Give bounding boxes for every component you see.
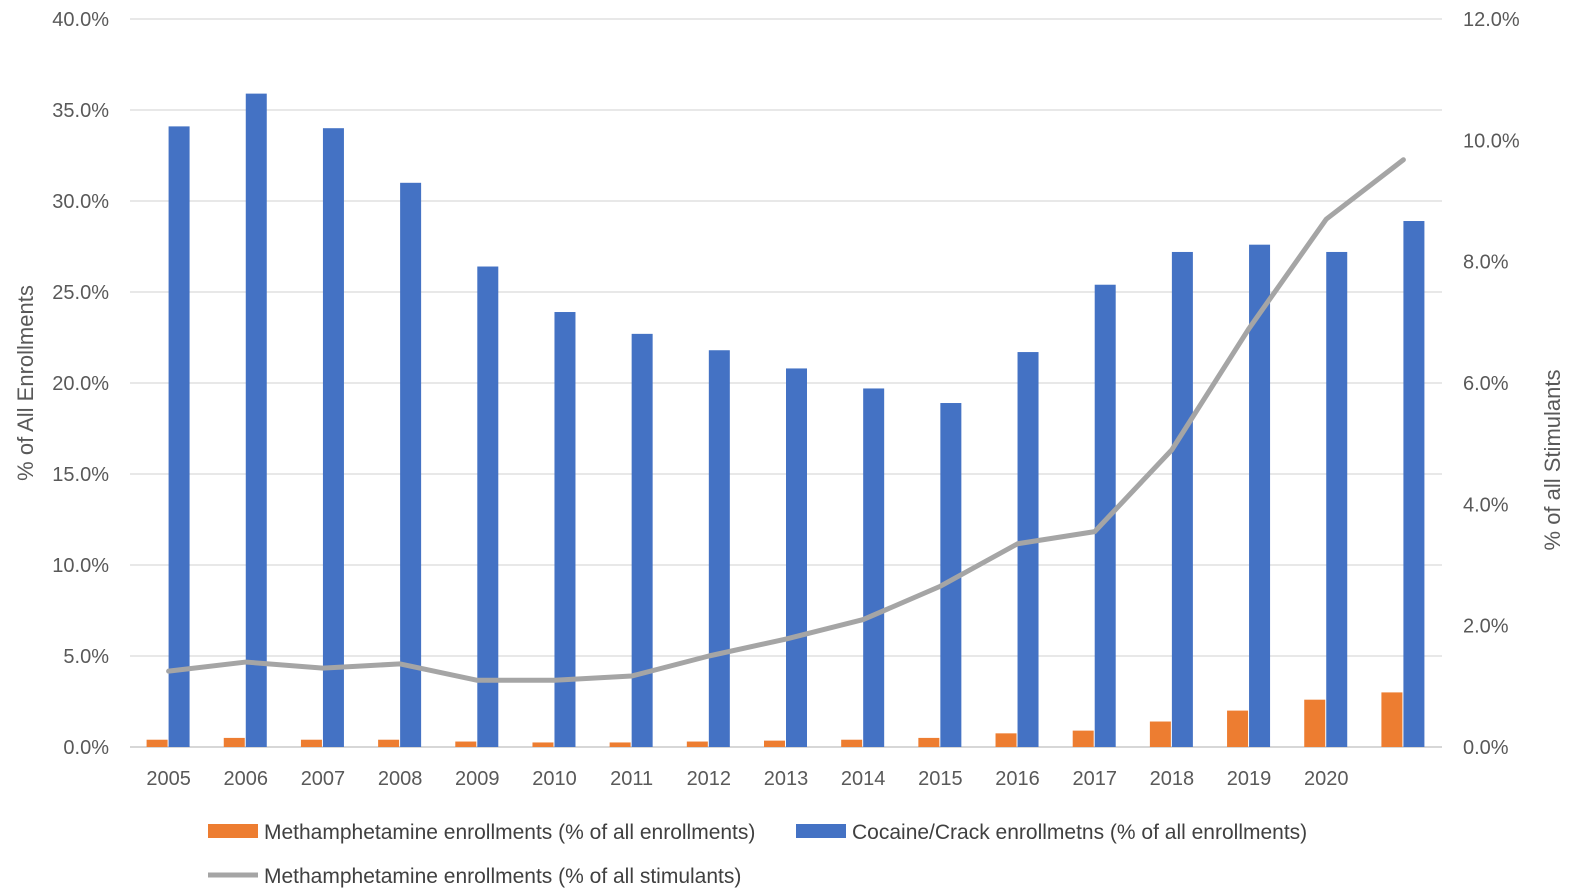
bar-cocaine (477, 266, 499, 747)
y-tick-label: 25.0% (52, 282, 109, 304)
y2-tick-label: 8.0% (1463, 252, 1509, 274)
x-tick-label: 2013 (764, 768, 809, 790)
bar-cocaine (1403, 221, 1425, 747)
x-tick-label: 2016 (995, 768, 1040, 790)
y-tick-label: 35.0% (52, 100, 109, 122)
bar-cocaine (1171, 251, 1193, 747)
y2-tick-label: 6.0% (1463, 373, 1509, 395)
bar-cocaine (1094, 284, 1116, 747)
y-tick-label: 5.0% (63, 646, 109, 668)
bar-meth (1304, 699, 1326, 747)
x-tick-label: 2017 (1072, 768, 1117, 790)
y-tick-label: 10.0% (52, 555, 109, 577)
bar-meth (686, 741, 708, 747)
bar-cocaine (708, 350, 730, 747)
x-tick-label: 2012 (687, 768, 732, 790)
x-tick-label: 2006 (224, 768, 269, 790)
bar-meth (532, 742, 554, 747)
legend-label-meth-line: Methamphetamine enrollments (% of all st… (264, 865, 741, 888)
x-axis-ticks: 2005 2006 2007 2008 2009 2010 2011 2012 2013 2014… (146, 768, 1348, 790)
x-tick-label: 2015 (918, 768, 963, 790)
bar-meth (1227, 710, 1249, 747)
bar-meth (1381, 692, 1403, 747)
bar-meth (455, 741, 477, 747)
bar-cocaine (168, 126, 190, 747)
bar-meth (995, 733, 1017, 747)
bar-meth (1149, 721, 1171, 747)
y-axis-left-ticks: 0.0% 5.0% 10.0% 15.0% 20.0% 25.0% 30.0% 35.0% 40… (52, 9, 109, 759)
y2-tick-label: 0.0% (1463, 737, 1509, 759)
y-tick-label: 40.0% (52, 9, 109, 31)
y-tick-label: 15.0% (52, 464, 109, 486)
bar-meth (841, 739, 863, 747)
bar-cocaine (554, 312, 576, 747)
y-axis-right-title: % of all Stimulants (1540, 370, 1565, 551)
bar-cocaine (1017, 352, 1039, 747)
x-tick-label: 2010 (532, 768, 577, 790)
x-tick-label: 2007 (301, 768, 346, 790)
bar-meth (146, 739, 168, 747)
legend-label-cocaine-bars: Cocaine/Crack enrollmetns (% of all enro… (852, 821, 1307, 844)
bar-meth (609, 742, 631, 747)
y-tick-label: 0.0% (63, 737, 109, 759)
x-tick-label: 2020 (1304, 768, 1349, 790)
y-axis-left-title: % of All Enrollments (13, 285, 38, 481)
legend-swatch-meth-bars (208, 824, 258, 838)
y2-tick-label: 10.0% (1463, 130, 1520, 152)
y-tick-label: 20.0% (52, 373, 109, 395)
bar-series (146, 93, 1425, 748)
bar-cocaine (940, 403, 962, 747)
bar-cocaine (631, 333, 653, 747)
y2-tick-label: 2.0% (1463, 616, 1509, 638)
bar-meth (764, 740, 785, 747)
x-tick-label: 2011 (610, 768, 653, 790)
y2-tick-label: 12.0% (1463, 9, 1520, 31)
x-tick-label: 2008 (378, 768, 423, 790)
legend-label-meth-bars: Methamphetamine enrollments (% of all en… (264, 821, 755, 844)
bar-meth (378, 739, 400, 747)
x-tick-label: 2005 (146, 768, 191, 790)
bar-cocaine (400, 182, 422, 748)
x-tick-label: 2018 (1150, 768, 1195, 790)
bar-cocaine (245, 93, 267, 748)
bar-cocaine (786, 368, 807, 747)
line-series (166, 157, 1406, 683)
x-tick-label: 2014 (841, 768, 886, 790)
y2-tick-label: 4.0% (1463, 494, 1509, 516)
y-tick-label: 30.0% (52, 191, 109, 213)
bar-meth (1072, 730, 1094, 747)
legend-swatch-cocaine-bars (796, 824, 846, 838)
x-tick-label: 2009 (455, 768, 500, 790)
bar-cocaine (1326, 251, 1348, 747)
bar-cocaine (322, 128, 344, 747)
y-axis-right-ticks: 0.0% 2.0% 4.0% 6.0% 8.0% 10.0% 12.0% (1463, 9, 1520, 759)
bar-meth (300, 739, 322, 747)
bar-meth (223, 737, 245, 747)
legend: Methamphetamine enrollments (% of all en… (208, 821, 1307, 888)
x-tick-label: 2019 (1227, 768, 1272, 790)
bar-meth (918, 737, 940, 747)
bar-cocaine (1249, 244, 1271, 747)
bar-cocaine (863, 388, 885, 747)
